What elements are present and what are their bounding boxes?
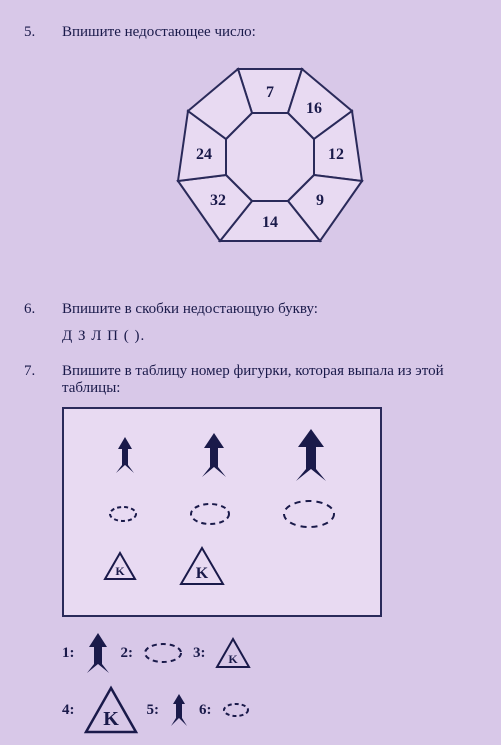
svg-text:K: K — [115, 564, 125, 578]
opt-4-triangle-large-icon: K — [83, 685, 139, 735]
q5-body: Впишите недостающее число: 7 16 12 9 — [62, 24, 477, 283]
opt-5-label: 5: — [147, 702, 160, 719]
seg-1: 16 — [306, 100, 322, 117]
seg-2: 12 — [328, 146, 344, 163]
seg-0: 7 — [266, 84, 274, 101]
opt-1-arrow-icon — [83, 631, 113, 675]
question-5: 5. Впишите недостающее число: 7 16 12 — [24, 24, 477, 283]
opt-6-oval-small-icon — [220, 700, 252, 720]
arrow-small-icon — [112, 435, 138, 475]
opt-1-label: 1: — [62, 645, 75, 662]
oval-small-icon — [106, 503, 140, 525]
q7-number: 7. — [24, 363, 62, 745]
octagon-svg: 7 16 12 9 14 32 24 — [160, 51, 380, 271]
oval-medium-icon — [187, 500, 233, 528]
question-6: 6. Впишите в скобки недостающую букву: Д… — [24, 301, 477, 345]
seg-5: 32 — [210, 192, 226, 209]
triangle-medium-icon: K — [178, 545, 226, 587]
q7-body: Впишите в таблицу номер фигурки, которая… — [62, 363, 477, 745]
svg-text:K: K — [228, 652, 238, 666]
seg-3: 9 — [316, 192, 324, 209]
q7-prompt: Впишите в таблицу номер фигурки, которая… — [62, 363, 477, 397]
q6-body: Впишите в скобки недостающую букву: Д З … — [62, 301, 477, 345]
opt-2-oval-icon — [141, 640, 185, 666]
arrow-medium-icon — [197, 431, 231, 479]
q6-sequence: Д З Л П ( ). — [62, 328, 477, 345]
octagon-diagram: 7 16 12 9 14 32 24 — [62, 51, 477, 271]
figure-grid-box: K K — [62, 407, 382, 617]
grid-row-ovals — [82, 497, 362, 531]
oval-large-icon — [280, 497, 338, 531]
grid-row-arrows — [82, 427, 362, 483]
q6-number: 6. — [24, 301, 62, 345]
opt-4-label: 4: — [62, 702, 75, 719]
triangle-small-icon: K — [102, 550, 138, 582]
opt-2-label: 2: — [121, 645, 134, 662]
question-7: 7. Впишите в таблицу номер фигурки, кото… — [24, 363, 477, 745]
opt-3-triangle-icon: K — [214, 636, 252, 670]
svg-text:K: K — [196, 565, 209, 582]
q6-prompt: Впишите в скобки недостающую букву: — [62, 301, 477, 318]
arrow-large-icon — [290, 427, 332, 483]
svg-text:K: K — [103, 708, 119, 730]
q5-prompt: Впишите недостающее число: — [62, 24, 477, 41]
options-row-1: 1: 2: 3: K — [62, 631, 392, 675]
opt-3-label: 3: — [193, 645, 206, 662]
seg-6: 24 — [196, 146, 212, 163]
q5-number: 5. — [24, 24, 62, 283]
options-row-2: 4: K 5: 6: — [62, 685, 392, 735]
grid-row-triangles: K K — [82, 545, 362, 587]
seg-4: 14 — [262, 214, 278, 231]
opt-5-arrow-small-icon — [167, 692, 191, 728]
opt-6-label: 6: — [199, 702, 212, 719]
answer-options: 1: 2: 3: K 4: K 5: — [62, 631, 392, 735]
